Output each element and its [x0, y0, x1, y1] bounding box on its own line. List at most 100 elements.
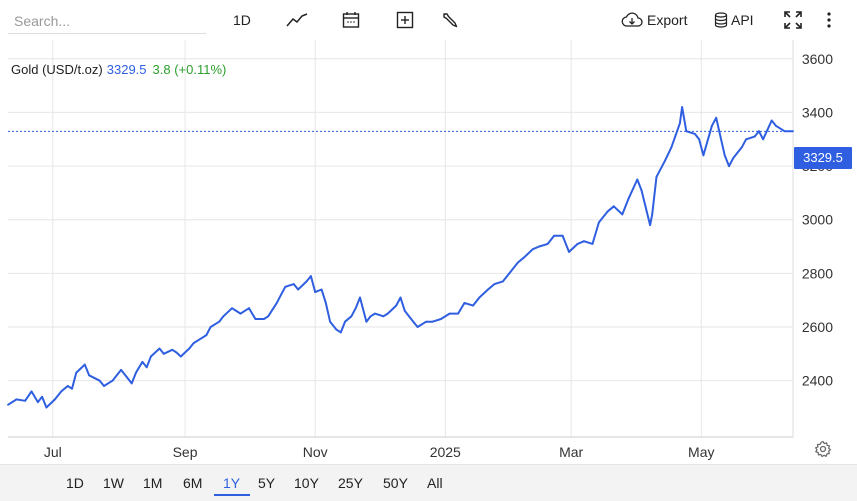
toolbar: 1D Export API	[0, 0, 857, 40]
price-point	[606, 210, 609, 213]
date-range-button[interactable]	[342, 8, 360, 32]
price-point	[399, 296, 402, 299]
price-point	[150, 355, 152, 358]
chart-type-button[interactable]	[286, 8, 308, 32]
price-point	[478, 296, 481, 299]
price-point	[171, 348, 174, 351]
price-point	[192, 342, 195, 345]
price-point	[120, 369, 122, 371]
price-point	[664, 159, 666, 162]
price-point	[60, 390, 63, 393]
current-price-tag: 3329.5	[794, 147, 852, 169]
price-point	[209, 326, 212, 328]
tools-button[interactable]	[441, 8, 459, 32]
price-point	[412, 320, 415, 323]
price-point	[175, 351, 178, 354]
price-point	[354, 307, 357, 310]
price-point	[679, 122, 681, 125]
price-chart[interactable]: 2400260028003000320034003600 JulSepNov20…	[0, 40, 857, 465]
y-tick-label: 2400	[802, 373, 833, 389]
price-point	[487, 288, 489, 291]
range-6m[interactable]: 6M	[183, 475, 203, 491]
wrench-icon	[441, 11, 459, 29]
price-point	[374, 312, 376, 315]
price-point	[145, 366, 148, 369]
export-button[interactable]: Export	[621, 8, 687, 32]
price-point	[640, 189, 643, 192]
x-tick-label: Nov	[303, 444, 328, 460]
price-point	[762, 138, 765, 141]
more-menu-button[interactable]	[826, 8, 832, 32]
price-point	[239, 312, 242, 315]
export-label: Export	[647, 12, 688, 28]
range-5y[interactable]: 5Y	[258, 475, 276, 491]
price-point	[655, 175, 658, 178]
interval-button[interactable]: 1D	[233, 8, 251, 32]
compare-button[interactable]	[396, 8, 414, 32]
price-point	[685, 130, 688, 133]
price-point	[448, 312, 451, 315]
price-point	[275, 301, 278, 304]
last-price: 3329.5	[106, 62, 147, 77]
range-1m[interactable]: 1M	[143, 475, 163, 491]
price-point	[576, 242, 579, 245]
price-point	[103, 385, 105, 387]
api-button[interactable]: API	[714, 8, 754, 32]
price-point	[649, 224, 651, 226]
price-point	[365, 320, 368, 323]
range-bar	[0, 464, 857, 501]
price-point	[188, 347, 191, 350]
range-all[interactable]: All	[427, 475, 443, 491]
interval-label: 1D	[233, 12, 251, 28]
price-point	[775, 124, 777, 127]
range-25y[interactable]: 25Y	[338, 475, 363, 491]
price-point	[7, 403, 9, 406]
fullscreen-button[interactable]	[783, 8, 803, 32]
price-point	[792, 130, 794, 133]
price-point	[83, 363, 86, 366]
price-point	[591, 242, 594, 245]
price-point	[284, 285, 287, 288]
price-point	[24, 399, 26, 402]
range-50y[interactable]: 50Y	[383, 475, 408, 491]
price-point	[538, 245, 541, 248]
range-1d[interactable]: 1D	[66, 475, 84, 491]
price-point	[516, 261, 519, 264]
search-input[interactable]	[8, 8, 206, 34]
range-1y[interactable]: 1Y	[223, 475, 241, 491]
price-point	[231, 307, 233, 310]
price-point	[711, 124, 713, 127]
price-point	[41, 395, 44, 398]
price-point	[135, 371, 137, 374]
price-point	[179, 355, 182, 358]
price-point	[314, 291, 317, 294]
price-point	[636, 178, 639, 181]
price-point	[141, 360, 144, 363]
y-tick-label: 3400	[802, 104, 833, 120]
price-point	[130, 382, 133, 385]
price-point	[698, 138, 701, 141]
price-point	[30, 390, 33, 393]
active-range-indicator	[214, 494, 250, 496]
price-point	[440, 318, 442, 320]
price-point	[431, 320, 434, 323]
y-tick-label: 2600	[802, 319, 833, 335]
price-point	[324, 301, 327, 304]
range-10y[interactable]: 10Y	[294, 475, 319, 491]
price-point	[218, 320, 221, 323]
price-point	[386, 312, 389, 315]
price-point	[561, 234, 564, 237]
price-point	[508, 272, 511, 275]
price-point	[403, 310, 406, 312]
price-point	[627, 197, 630, 200]
price-point	[292, 283, 295, 286]
price-point	[693, 132, 696, 135]
y-tick-label: 3000	[802, 212, 833, 228]
chart-settings-button[interactable]	[814, 440, 832, 463]
price-point	[702, 154, 705, 157]
range-1w[interactable]: 1W	[103, 475, 124, 491]
price-point	[681, 106, 683, 108]
price-point	[523, 256, 526, 259]
x-tick-label: Mar	[559, 444, 583, 460]
price-point	[740, 146, 743, 149]
